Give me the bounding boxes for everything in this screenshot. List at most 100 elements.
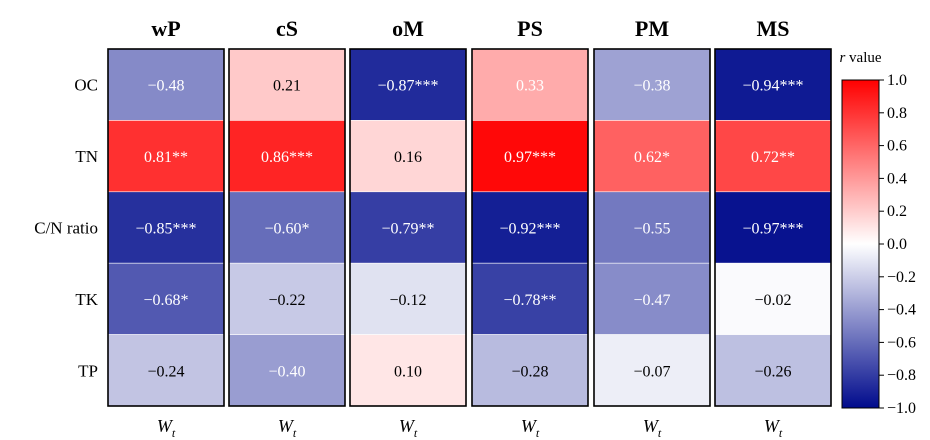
- heatmap-cell: [471, 120, 589, 193]
- footer-subscript: t: [536, 426, 540, 440]
- heatmap-cell: [714, 262, 832, 335]
- cell-value-label: −0.87***: [377, 78, 438, 95]
- heatmap-cell: [107, 262, 225, 335]
- heatmap-cell: [471, 191, 589, 264]
- column-footer-label: Wt: [157, 416, 176, 440]
- cell-value-label: −0.40: [268, 363, 305, 380]
- column-frame: [471, 48, 589, 407]
- heatmap-cell: [714, 120, 832, 193]
- heatmap-column: 0.21 0.86*** −0.60* −0.22 −0.40: [228, 48, 346, 407]
- heatmap-column: −0.87*** 0.16 −0.79** −0.12 0.10: [349, 48, 467, 407]
- colorbar-tick-label: 0.4: [887, 170, 907, 187]
- row-label: TN: [75, 147, 98, 166]
- heatmap-cell: [471, 48, 589, 121]
- colorbar-tick-label: −1.0: [887, 400, 916, 417]
- cell-value-label: 0.33: [516, 78, 544, 95]
- colorbar-title: r value: [839, 50, 881, 66]
- heatmap-cell: [228, 334, 346, 407]
- footer-subscript: t: [779, 426, 783, 440]
- cell-value-label: −0.26: [754, 363, 791, 380]
- footer-subscript: t: [172, 426, 176, 440]
- cell-value-label: 0.16: [394, 149, 422, 166]
- colorbar-title-text: value: [845, 50, 882, 66]
- cell-value-label: −0.24: [147, 363, 184, 380]
- heatmap-cell: [107, 48, 225, 121]
- column-frame: [107, 48, 225, 407]
- column-title: PM: [635, 16, 669, 41]
- footer-main: W: [278, 416, 295, 436]
- column-frame: [714, 48, 832, 407]
- cell-value-label: −0.85***: [135, 221, 196, 238]
- column-title: oM: [392, 16, 424, 41]
- heatmap-column: −0.48 0.81** −0.85*** −0.68* −0.24: [107, 48, 225, 407]
- cell-value-label: −0.78**: [503, 292, 556, 309]
- cell-value-label: 0.72**: [751, 149, 795, 166]
- cell-value-label: −0.79**: [381, 221, 434, 238]
- column-title: wP: [151, 16, 180, 41]
- cell-value-label: −0.12: [389, 292, 426, 309]
- cell-value-label: −0.97***: [742, 221, 803, 238]
- heatmap-cell: [349, 191, 467, 264]
- heatmap-cell: [228, 191, 346, 264]
- cell-value-label: −0.38: [633, 78, 670, 95]
- heatmap-cell: [714, 48, 832, 121]
- column-footer-label: Wt: [278, 416, 297, 440]
- cell-value-label: 0.97***: [504, 149, 556, 166]
- heatmap-cell: [593, 120, 711, 193]
- column-title: MS: [757, 16, 790, 41]
- column-title: PS: [517, 16, 543, 41]
- colorbar-tick-label: −0.8: [887, 367, 916, 384]
- column-footer-label: Wt: [521, 416, 540, 440]
- footer-main: W: [643, 416, 660, 436]
- footer-main: W: [399, 416, 416, 436]
- heatmap-cell: [349, 48, 467, 121]
- heatmap-cell: [107, 334, 225, 407]
- footer-subscript: t: [293, 426, 297, 440]
- cell-value-label: −0.68*: [143, 292, 188, 309]
- row-label: OC: [74, 76, 98, 95]
- cell-value-label: −0.02: [754, 292, 791, 309]
- column-footer-label: Wt: [399, 416, 418, 440]
- heatmap-cell: [593, 191, 711, 264]
- heatmap-cell: [714, 191, 832, 264]
- heatmap-column: 0.33 0.97*** −0.92*** −0.78** −0.28: [471, 48, 589, 407]
- cell-value-label: 0.10: [394, 363, 422, 380]
- colorbar-tick-label: 0.0: [887, 236, 907, 253]
- heatmap-cell: [349, 262, 467, 335]
- footer-main: W: [521, 416, 538, 436]
- heatmap-cell: [593, 262, 711, 335]
- cell-value-label: −0.92***: [499, 221, 560, 238]
- heatmap-column: −0.38 0.62* −0.55 −0.47 −0.07: [593, 48, 711, 407]
- colorbar-title-symbol: r: [839, 50, 845, 66]
- cell-value-label: −0.07: [633, 363, 670, 380]
- cell-value-label: −0.48: [147, 78, 184, 95]
- footer-main: W: [764, 416, 781, 436]
- row-label: TP: [78, 361, 98, 380]
- footer-main: W: [157, 416, 174, 436]
- heatmap-cell: [107, 120, 225, 193]
- cell-value-label: −0.55: [633, 221, 670, 238]
- column-footer-label: Wt: [764, 416, 783, 440]
- heatmap-column: −0.94*** 0.72** −0.97*** −0.02 −0.26: [714, 48, 832, 407]
- heatmap-cell: [349, 120, 467, 193]
- heatmap-cell: [714, 334, 832, 407]
- column-frame: [593, 48, 711, 407]
- column-title: cS: [276, 16, 298, 41]
- colorbar-tick-label: −0.6: [887, 334, 916, 351]
- heatmap-cell: [107, 191, 225, 264]
- cell-value-label: 0.81**: [144, 149, 188, 166]
- colorbar-tick-label: 0.2: [887, 203, 907, 220]
- row-label: C/N ratio: [34, 219, 98, 238]
- footer-subscript: t: [658, 426, 662, 440]
- colorbar-tick-label: 1.0: [887, 72, 907, 89]
- cell-value-label: −0.94***: [742, 78, 803, 95]
- footer-subscript: t: [414, 426, 418, 440]
- column-frame: [228, 48, 346, 407]
- cell-value-label: −0.47: [633, 292, 670, 309]
- heatmap-cell: [228, 120, 346, 193]
- colorbar-tick-label: 0.6: [887, 138, 907, 155]
- colorbar: [841, 79, 880, 409]
- colorbar-tick-label: 0.8: [887, 105, 907, 122]
- colorbar-tick-label: −0.2: [887, 269, 916, 286]
